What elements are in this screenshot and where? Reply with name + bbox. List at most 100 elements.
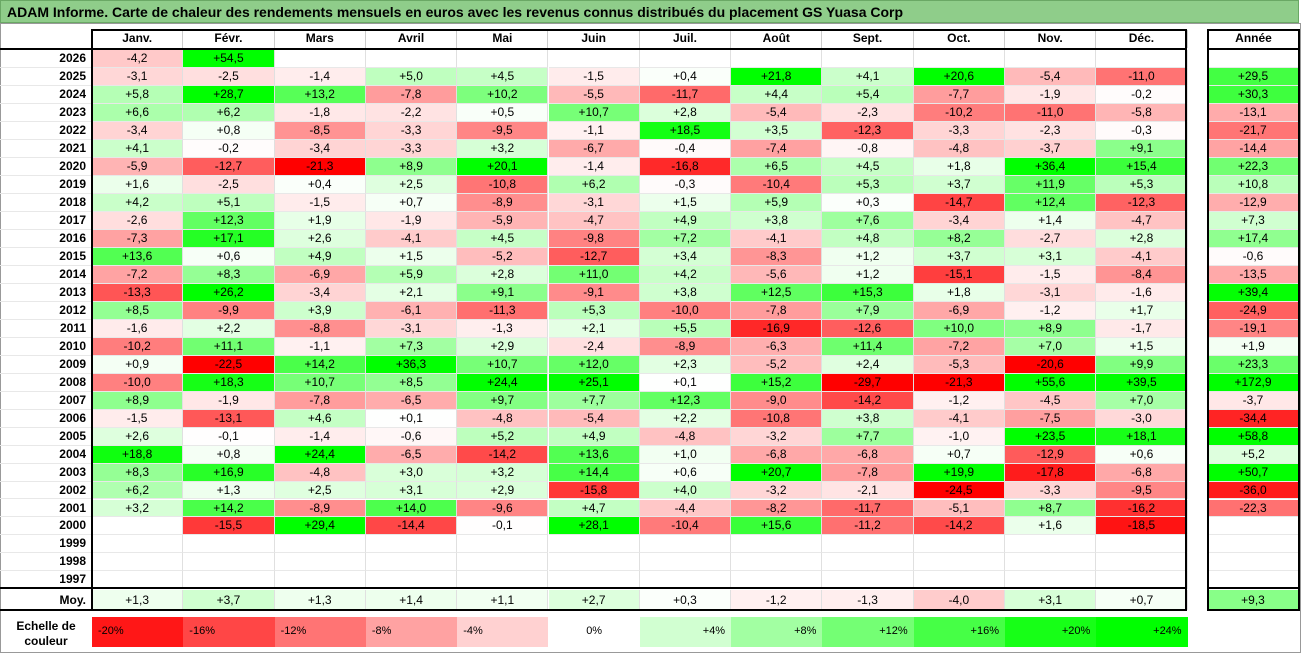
heatmap-cell: +0,5 (457, 103, 549, 122)
average-label: Moy. (59, 593, 86, 607)
heatmap-cell: +3,2 (457, 463, 549, 482)
heatmap-cell: +4,4 (731, 85, 823, 104)
annual-cell: -21,7 (1208, 121, 1299, 140)
heatmap-cell: +0,1 (365, 409, 458, 428)
heatmap-cell (274, 50, 366, 68)
heatmap-cell: -14,2 (822, 391, 914, 410)
heatmap-cell: +18,5 (639, 121, 732, 140)
heatmap-cell: -6,5 (365, 391, 458, 410)
annual-cell: +22,3 (1208, 157, 1299, 176)
heatmap-cell (822, 535, 914, 554)
heatmap-cell (457, 50, 549, 68)
heatmap-cell: +4,2 (92, 193, 184, 212)
table-border (1207, 587, 1300, 589)
heatmap-cell: -8,5 (274, 121, 366, 140)
heatmap-cell: +4,8 (822, 229, 914, 248)
heatmap-cell (274, 553, 366, 572)
heatmap-cell: +6,2 (548, 175, 640, 194)
month-header: Mai (457, 30, 549, 48)
heatmap-cell: -12,7 (183, 157, 275, 176)
heatmap-cell: -1,4 (274, 427, 366, 446)
heatmap-cell: -1,1 (274, 337, 366, 356)
heatmap-cell: -1,9 (183, 391, 275, 410)
heatmap-cell: -1,5 (1005, 265, 1097, 284)
heatmap-cell: -12,7 (548, 247, 640, 266)
heatmap-cell: -7,8 (822, 463, 914, 482)
heatmap-cell: +16,9 (183, 463, 275, 482)
heatmap-cell (639, 50, 732, 68)
heatmap-cell: +14,4 (548, 463, 640, 482)
heatmap-cell: +1,2 (822, 265, 914, 284)
heatmap-cell (913, 50, 1005, 68)
heatmap-cell (913, 535, 1005, 554)
heatmap-cell: -1,7 (1096, 319, 1188, 338)
heatmap-cell: +0,9 (92, 355, 184, 374)
heatmap-cell: -8,8 (274, 319, 366, 338)
heatmap-cell (822, 50, 914, 68)
heatmap-cell: -4,8 (639, 427, 732, 446)
heatmap-cell: -7,3 (92, 229, 184, 248)
heatmap-cell: +13,2 (274, 85, 366, 104)
average-cell: +0,7 (1096, 590, 1188, 610)
heatmap-cell: +11,0 (548, 265, 640, 284)
heatmap-cell: -11,7 (822, 499, 914, 518)
heatmap-cell: +25,1 (548, 373, 640, 392)
heatmap-cell (92, 535, 184, 554)
heatmap-cell (731, 535, 823, 554)
heatmap-cell: -1,5 (92, 409, 184, 428)
annual-cell: +29,5 (1208, 67, 1299, 86)
heatmap-cell: -0,1 (183, 427, 275, 446)
heatmap-cell: -17,8 (1005, 463, 1097, 482)
scale-swatch: -12% (274, 617, 366, 647)
annual-cell: +17,4 (1208, 229, 1299, 248)
annual-cell: +5,2 (1208, 445, 1299, 464)
heatmap-cell: +14,0 (365, 499, 458, 518)
heatmap-cell: +4,9 (548, 427, 640, 446)
heatmap-cell: -18,5 (1096, 517, 1188, 536)
heatmap-cell: -4,4 (639, 499, 732, 518)
heatmap-cell: +20,1 (457, 157, 549, 176)
heatmap-cell: -1,4 (548, 157, 640, 176)
annual-cell: +50,7 (1208, 463, 1299, 482)
heatmap-cell: -6,5 (365, 445, 458, 464)
heatmap-cell: -5,4 (731, 103, 823, 122)
heatmap-cell: +5,9 (365, 265, 458, 284)
heatmap-cell: +8,7 (1005, 499, 1097, 518)
heatmap-cell (731, 50, 823, 68)
average-cell: +1,3 (274, 590, 366, 610)
heatmap-cell: +0,3 (822, 193, 914, 212)
heatmap-cell: -10,8 (457, 175, 549, 194)
heatmap-cell: +4,0 (639, 481, 732, 500)
heatmap-cell: +5,8 (92, 85, 184, 104)
heatmap-cell: -7,8 (274, 391, 366, 410)
heatmap-cell (365, 50, 458, 68)
annual-cell: +30,3 (1208, 85, 1299, 104)
annual-cell: -34,4 (1208, 409, 1299, 428)
year-label: 1999 (0, 535, 92, 554)
heatmap-cell: -29,7 (822, 373, 914, 392)
heatmap-cell: +9,1 (1096, 139, 1188, 158)
heatmap-cell: -16,8 (639, 157, 732, 176)
heatmap-cell: +2,2 (183, 319, 275, 338)
scale-swatch: -16% (183, 617, 275, 647)
heatmap-cell: +4,9 (274, 247, 366, 266)
heatmap-cell: -4,1 (1096, 247, 1188, 266)
heatmap-cell: -12,3 (822, 121, 914, 140)
heatmap-cell: -4,8 (913, 139, 1005, 158)
heatmap-cell: -1,4 (274, 67, 366, 86)
heatmap-cell: +14,2 (274, 355, 366, 374)
heatmap-cell: +2,5 (365, 175, 458, 194)
heatmap-cell: -9,5 (1096, 481, 1188, 500)
heatmap-cell (913, 553, 1005, 572)
heatmap-cell: -10,4 (639, 517, 732, 536)
heatmap-cell: +2,6 (92, 427, 184, 446)
heatmap-cell: +24,4 (457, 373, 549, 392)
heatmap-cell: +12,3 (183, 211, 275, 230)
heatmap-cell: -20,6 (1005, 355, 1097, 374)
heatmap-cell: +20,7 (731, 463, 823, 482)
heatmap-cell: +6,2 (92, 481, 184, 500)
heatmap-cell: +8,5 (365, 373, 458, 392)
heatmap-cell: +12,0 (548, 355, 640, 374)
heatmap-cell: +1,2 (822, 247, 914, 266)
heatmap-cell: +0,6 (183, 247, 275, 266)
